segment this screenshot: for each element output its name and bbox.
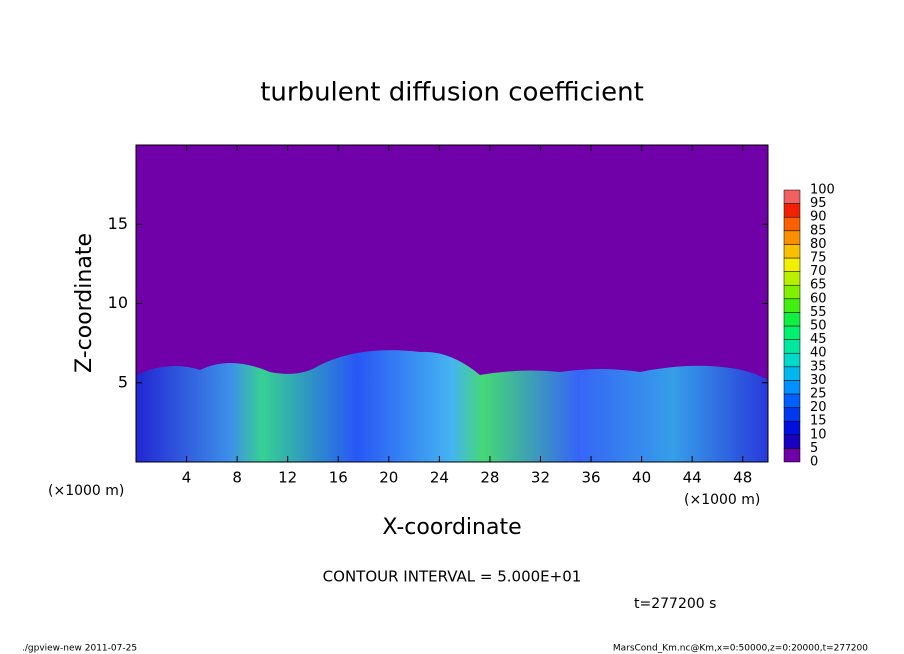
time-label: t=277200 s (634, 596, 716, 612)
colorbar-segment (783, 380, 801, 395)
colorbar-label: 30 (810, 373, 827, 388)
x-tick-label: 20 (379, 469, 398, 487)
y-tick-label: 15 (108, 214, 128, 233)
colorbar-label: 65 (810, 278, 827, 293)
colorbar-segment (783, 352, 801, 368)
colorbar-segment (783, 448, 801, 463)
colorbar-label: 10 (810, 427, 827, 442)
x-tick-label: 16 (329, 469, 348, 487)
x-axis-label: X-coordinate (382, 515, 521, 540)
colorbar-label: 100 (810, 183, 835, 198)
colorbar-segment (783, 393, 801, 408)
y-tick-label: 10 (108, 293, 128, 312)
colorbar-label: 20 (810, 400, 827, 415)
x-tick-label: 28 (480, 469, 499, 487)
colorbar-label: 35 (810, 359, 827, 374)
colorbar-segment (783, 298, 801, 313)
colorbar-label: 95 (810, 196, 827, 211)
x-tick-label: 48 (733, 469, 752, 487)
chart-title: turbulent diffusion coefficient (260, 78, 644, 108)
colorbar-label: 5 (810, 441, 818, 456)
colorbar-segment (783, 203, 801, 218)
x-tick-label: 24 (430, 469, 449, 487)
colorbar-segment (783, 230, 801, 245)
colorbar-label: 45 (810, 332, 827, 347)
colorbar-segment (783, 216, 801, 232)
colorbar-segment (783, 284, 801, 300)
colorbar-segment (783, 339, 801, 354)
x-tick-label: 4 (182, 469, 192, 487)
footer-left: ./gpview-new 2011-07-25 (22, 644, 137, 654)
x-unit-label: (×1000 m) (684, 492, 760, 508)
colorbar-segment (783, 244, 801, 259)
colorbar-segment (783, 271, 801, 286)
colorbar-segment (783, 312, 801, 327)
colorbar-segment (783, 434, 801, 449)
colorbar-label: 75 (810, 251, 827, 266)
colorbar-label: 50 (810, 319, 827, 334)
x-unit-label: (×1000 m) (48, 483, 124, 499)
colorbar-label: 70 (810, 264, 827, 279)
colorbar-label: 60 (810, 291, 827, 306)
colorbar-segment (783, 257, 801, 272)
colorbar-label: 0 (810, 455, 818, 470)
x-tick-label: 12 (278, 469, 297, 487)
colorbar-segment (783, 189, 801, 204)
x-tick-label: 40 (632, 469, 651, 487)
colorbar-label: 25 (810, 387, 827, 402)
colorbar-label: 80 (810, 237, 827, 252)
y-axis-label: Z-coordinate (72, 233, 97, 373)
footer-right: MarsCond_Km.nc@Km,x=0:50000,z=0:20000,t=… (613, 644, 868, 654)
colorbar-label: 15 (810, 414, 827, 429)
colorbar-label: 90 (810, 210, 827, 225)
colorbar-label: 40 (810, 346, 827, 361)
colorbar-segment (783, 325, 801, 340)
colorbar-label: 55 (810, 305, 827, 320)
x-tick-label: 44 (683, 469, 702, 487)
x-tick-label: 32 (531, 469, 550, 487)
colorbar-segment (783, 366, 801, 381)
colorbar-label: 85 (810, 223, 827, 238)
x-tick-label: 8 (232, 469, 242, 487)
y-tick-label: 5 (118, 372, 128, 391)
field-decoration (136, 350, 768, 462)
colorbar-segment (783, 420, 801, 436)
contour-interval: CONTOUR INTERVAL = 5.000E+01 (323, 568, 582, 586)
colorbar-segment (783, 407, 801, 422)
x-tick-label: 36 (581, 469, 600, 487)
